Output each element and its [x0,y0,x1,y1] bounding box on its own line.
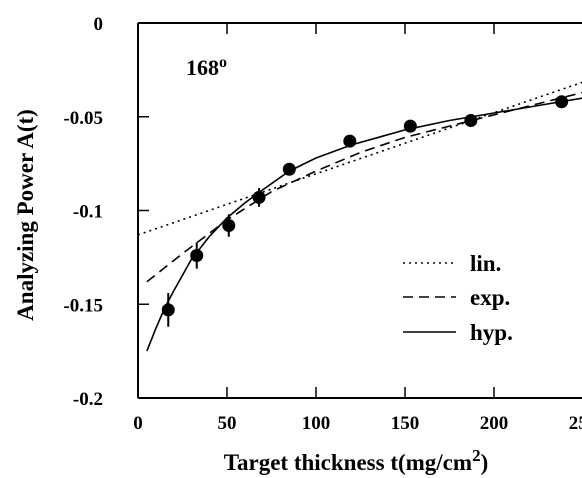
data-point [282,162,296,176]
y-tick-label: -0.15 [63,295,103,316]
series-line-dotted [137,81,582,236]
data-point [252,190,266,204]
series-line-dashed [146,91,582,283]
y-tick-label: -0.1 [73,202,103,223]
y-tick-label: -0.05 [63,108,103,129]
ticks: 0 50 100 150 200 250 0 -0.05 -0.1 -0.15 -0.2 [63,14,582,434]
x-tick-label: 100 [302,413,331,434]
x-axis-title: Target thickness t(mg/cm2) [224,446,488,475]
data-points [161,95,569,327]
y-tick-label: -0.2 [73,389,103,410]
data-point [222,219,236,232]
data-point [555,95,569,109]
data-point [464,114,478,127]
series-line-solid [146,97,582,352]
legend-label: lin. [470,251,501,276]
y-axis-title: Analyzing Power A(t) [13,109,38,321]
plot-lines [137,81,582,352]
y-tick-label: 0 [94,14,104,35]
x-tick-label: 50 [218,413,237,434]
legend-label: exp. [470,285,510,310]
data-point [403,119,417,133]
x-tick-label: 150 [391,413,420,434]
x-tick-label: 0 [133,413,143,434]
x-tick-label: 200 [480,413,509,434]
data-point [190,249,204,262]
legend-label: hyp. [470,320,513,345]
x-tick-label: 250 [569,413,582,434]
legend: lin. exp. hyp. [403,251,513,345]
data-point [343,134,357,148]
angle-annotation: 168o [186,54,227,80]
data-point [161,303,175,317]
